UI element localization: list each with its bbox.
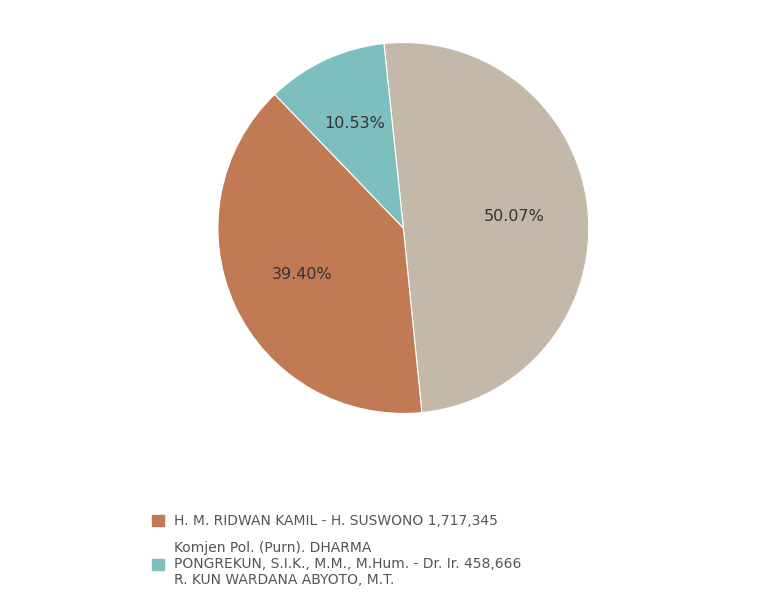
Wedge shape [218,94,422,413]
Legend: H. M. RIDWAN KAMIL - H. SUSWONO 1,717,345, Komjen Pol. (Purn). DHARMA
PONGREKUN,: H. M. RIDWAN KAMIL - H. SUSWONO 1,717,34… [151,514,521,587]
Wedge shape [275,44,403,228]
Text: 10.53%: 10.53% [324,116,385,131]
Text: 39.40%: 39.40% [272,267,333,282]
Wedge shape [384,43,589,413]
Text: 50.07%: 50.07% [483,209,544,224]
